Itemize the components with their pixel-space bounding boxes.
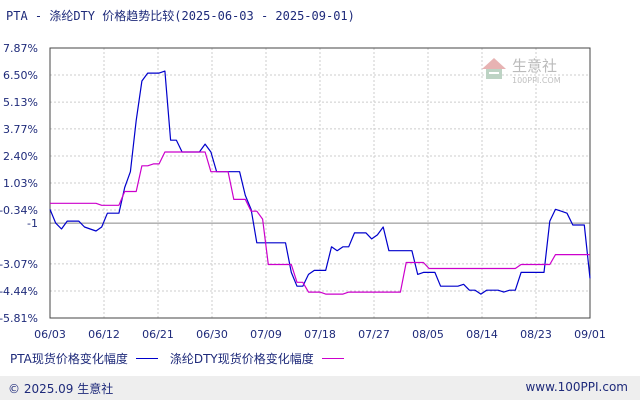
watermark-url: 100PPI.COM (512, 76, 561, 85)
x-tick-label: 08/05 (412, 328, 444, 341)
chart-title: PTA - 涤纶DTY 价格趋势比较(2025-06-03 - 2025-09-… (6, 9, 355, 23)
y-tick-label: -5.81% (0, 312, 38, 325)
x-tick-label: 08/23 (520, 328, 552, 341)
footer-url[interactable]: www.100PPI.com (525, 380, 628, 394)
series-line-dty (50, 151, 590, 295)
x-tick-label: 09/01 (574, 328, 606, 341)
legend-label-pta: PTA现货价格变化幅度 (10, 352, 128, 366)
y-tick-label: -3.07% (0, 258, 38, 271)
x-tick-label: 07/18 (304, 328, 336, 341)
x-tick-label: 06/03 (34, 328, 66, 341)
x-tick-label: 06/30 (196, 328, 228, 341)
y-tick-label: 3.77% (3, 123, 38, 136)
series-line-pta (49, 70, 591, 295)
x-tick-label: 07/27 (358, 328, 390, 341)
series-layer (49, 70, 591, 295)
watermark-name: 生意社 (512, 57, 557, 75)
x-tick-label: 06/12 (88, 328, 120, 341)
x-tick-label: 08/14 (466, 328, 498, 341)
watermark: 生意社 100PPI.COM (482, 57, 561, 85)
x-tick-label: 06/21 (142, 328, 174, 341)
grid-layer (49, 47, 591, 319)
legend: PTA现货价格变化幅度 涤纶DTY现货价格变化幅度 (10, 350, 356, 367)
y-tick-label: 6.50% (3, 69, 38, 82)
logo-house-icon (482, 58, 506, 69)
footer-bar: © 2025.09 生意社 www.100PPI.com (0, 376, 640, 400)
legend-swatch-pta (135, 358, 158, 359)
plot-frame (49, 47, 591, 319)
legend-swatch-dty (321, 358, 344, 359)
y-tick-label: -4.44% (0, 285, 38, 298)
y-tick-label: 1.03% (3, 177, 38, 190)
axes-layer (49, 47, 591, 319)
logo-stripe-icon (489, 72, 499, 74)
x-tick-label: 07/09 (250, 328, 282, 341)
y-tick-label: -1 (27, 217, 38, 230)
footer-copyright: © 2025.09 生意社 (8, 382, 114, 396)
y-tick-label: -0.34% (0, 204, 38, 217)
line-chart: 生意社 100PPI.COM 7.87% 6.50% 5.13% 3.77% 2.40%… (0, 42, 606, 341)
y-tick-label: 5.13% (3, 96, 38, 109)
y-tick-label: 7.87% (3, 42, 38, 55)
legend-label-dty: 涤纶DTY现货价格变化幅度 (169, 352, 314, 366)
ticks-layer: 7.87% 6.50% 5.13% 3.77% 2.40% 1.03% -0.34%-1 -3… (0, 42, 606, 341)
y-tick-label: 2.40% (3, 150, 38, 163)
